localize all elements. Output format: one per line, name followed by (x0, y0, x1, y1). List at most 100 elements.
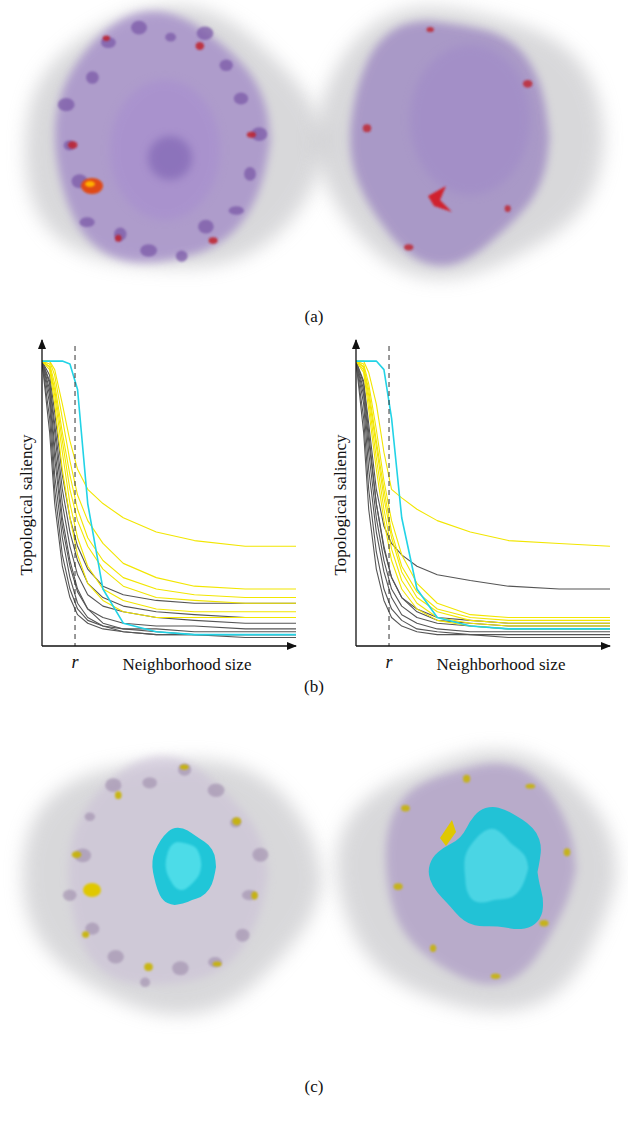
saliency-curve (42, 361, 296, 612)
feature-spot (115, 235, 122, 242)
salient-region-highlight (464, 829, 528, 903)
feature-spot (86, 71, 99, 84)
feature-spot (523, 80, 533, 88)
feature-spot (108, 950, 124, 963)
x-axis-title: Neighborhood size (437, 655, 566, 674)
feature-spot (220, 60, 233, 72)
saliency-curve (356, 361, 610, 626)
saliency-curve (356, 361, 610, 623)
feature-spot-highlight (81, 178, 103, 194)
feature-spot (105, 778, 121, 792)
feature-spot (172, 961, 188, 975)
rendering-a-right (316, 7, 605, 278)
saliency-curve (356, 361, 610, 632)
series-group (356, 361, 610, 637)
salient-region (152, 828, 216, 905)
saliency-curve (42, 361, 296, 589)
threshold-line (389, 346, 390, 646)
rendering-a-left (25, 5, 325, 267)
feature-spot (394, 883, 403, 890)
feature-spot (252, 848, 268, 862)
threshold-label: r (386, 652, 394, 672)
saliency-curve (42, 361, 296, 603)
feature-spot (131, 21, 147, 35)
saliency-curve (356, 361, 610, 637)
feature-spot (82, 931, 89, 938)
y-axis-title: Topological saliency (331, 434, 350, 575)
cell-core (410, 45, 530, 195)
feature-spot (176, 251, 188, 262)
saliency-curve (42, 361, 296, 629)
x-axis (356, 645, 610, 646)
saliency-curve (42, 361, 296, 546)
panel-caption: (b) (304, 677, 324, 696)
feature-spot (463, 775, 470, 783)
y-axis (41, 340, 42, 646)
feature-spot-highlight (428, 186, 452, 212)
saliency-curve (356, 361, 610, 629)
feature-spot-highlight (85, 181, 95, 187)
saliency-curve (356, 361, 610, 626)
feature-spot (251, 892, 257, 900)
feature-spot (242, 890, 257, 900)
feature-spot (209, 237, 218, 244)
saliency-curve (356, 361, 610, 620)
cell-volume (55, 11, 270, 262)
line-chart: r Neighborhood size Topological saliency (331, 340, 610, 674)
feature-spot (491, 974, 501, 979)
cell-volume (386, 763, 576, 984)
saliency-curve (356, 361, 610, 546)
tissue-halo (25, 5, 325, 267)
feature-spot (234, 93, 248, 105)
feature-spot (68, 141, 78, 149)
feature-spot (180, 765, 189, 770)
saliency-curve (356, 361, 610, 635)
feature-spot (140, 244, 157, 256)
series-group (42, 361, 296, 637)
feature-spot-highlight (83, 883, 101, 897)
saliency-curve (356, 361, 610, 589)
saliency-curve (42, 361, 296, 637)
feature-spot (144, 963, 153, 971)
feature-spot (103, 36, 110, 41)
y-axis (355, 340, 356, 646)
cell-volume (69, 756, 268, 985)
feature-spot (213, 962, 222, 967)
feature-spot (404, 244, 413, 250)
feature-spot (63, 890, 77, 901)
tissue-halo (316, 7, 605, 278)
feature-spot (427, 27, 434, 32)
x-axis-title: Neighborhood size (123, 655, 252, 674)
feature-spot (229, 206, 244, 215)
feature-spot (247, 132, 256, 138)
cell-volume (350, 21, 549, 265)
feature-spot (165, 33, 176, 42)
feature-spot (142, 777, 157, 788)
feature-spot (505, 205, 511, 212)
feature-spot (208, 784, 225, 797)
feature-spot (196, 42, 205, 50)
y-axis-title: Topological saliency (17, 434, 36, 575)
saliency-curve (42, 361, 296, 603)
threshold-line (75, 346, 76, 646)
saliency-curve (42, 361, 296, 635)
salient-region-highlight (166, 842, 202, 890)
feature-spot (232, 817, 241, 825)
feature-spot (198, 220, 214, 234)
saliency-curve (42, 361, 296, 635)
saliency-curve (42, 361, 296, 635)
figure: (a)(b)(c)rNeighborhood sizeTopological s… (0, 0, 628, 1127)
feature-spot (401, 805, 410, 812)
line-chart: rNeighborhood sizeTopological saliency (17, 340, 296, 674)
feature-spot (178, 764, 191, 776)
feature-spot (208, 957, 222, 967)
cell-center (148, 136, 192, 180)
feature-spot (58, 98, 75, 111)
feature-spot (230, 818, 241, 828)
feature-spot-highlight (440, 820, 456, 846)
feature-spot (115, 791, 122, 799)
panel-caption: (c) (305, 1077, 324, 1096)
saliency-curve (356, 361, 610, 623)
feature-spot (80, 217, 95, 227)
rendering-c-left (23, 756, 322, 1015)
